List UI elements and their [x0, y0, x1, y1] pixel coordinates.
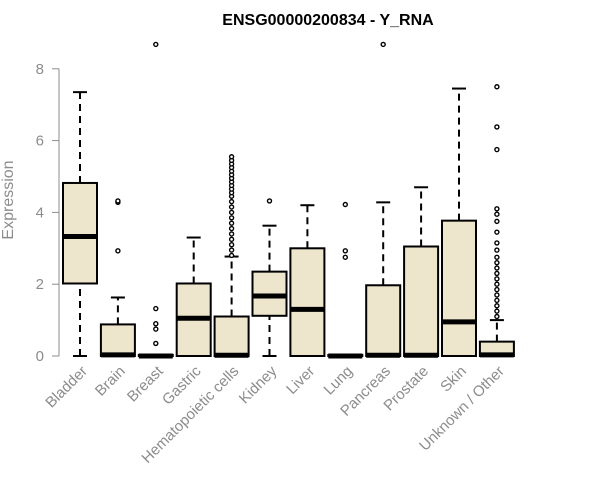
outlier-point — [153, 41, 159, 48]
outlier-point — [228, 154, 235, 160]
outlier-point — [228, 215, 235, 221]
box-7 — [327, 201, 364, 359]
box-iqr — [403, 245, 440, 358]
outlier-point — [342, 254, 348, 260]
outlier-point — [494, 240, 500, 246]
outlier-point — [494, 270, 500, 277]
outlier-point — [342, 248, 348, 254]
box-8 — [365, 41, 402, 358]
box-4 — [213, 154, 250, 358]
outlier-point — [153, 305, 159, 312]
box-iqr — [62, 181, 98, 285]
box-5 — [251, 198, 288, 357]
outlier-point — [494, 313, 500, 320]
x-tick-label: Kidney — [236, 362, 281, 407]
box-2 — [137, 41, 174, 359]
outlier-point — [494, 265, 500, 271]
outlier-point — [153, 326, 159, 332]
y-tick-label: 8 — [36, 61, 44, 78]
box-9 — [403, 186, 440, 358]
outlier-point — [494, 259, 500, 266]
outlier-point — [494, 292, 500, 298]
box-iqr — [289, 247, 326, 357]
box-1 — [99, 198, 136, 358]
outlier-point — [494, 124, 500, 130]
y-tick-label: 2 — [36, 276, 44, 293]
outlier-point — [228, 242, 235, 248]
outlier-point — [228, 209, 235, 216]
outlier-point — [494, 206, 500, 212]
box-iqr — [213, 315, 250, 358]
box-10 — [441, 87, 477, 357]
outlier-point — [494, 211, 500, 217]
outlier-point — [494, 276, 500, 282]
outlier-point — [494, 254, 500, 260]
outlier-point — [228, 252, 235, 259]
outlier-point — [115, 198, 121, 204]
outlier-point — [228, 247, 235, 253]
outlier-point — [228, 198, 235, 205]
outlier-point — [494, 286, 500, 293]
x-tick-label: Liver — [283, 363, 318, 398]
outlier-point — [153, 320, 159, 327]
y-axis-label: Expression — [0, 160, 17, 239]
box-iqr — [441, 219, 477, 357]
outlier-point — [228, 225, 235, 232]
boxes-group — [62, 41, 515, 359]
outlier-point — [494, 84, 500, 90]
y-tick-label: 0 — [36, 348, 44, 365]
outlier-point — [153, 340, 159, 347]
box-iqr — [99, 323, 136, 357]
box-6 — [289, 204, 326, 357]
outlier-point — [380, 41, 386, 48]
outlier-point — [494, 218, 500, 225]
outlier-point — [266, 198, 273, 204]
outlier-point — [228, 204, 235, 210]
x-tick-label: Bladder — [42, 363, 91, 412]
outlier-point — [494, 303, 500, 309]
outlier-point — [228, 220, 235, 226]
y-axis: 0 2 4 6 8 — [36, 61, 60, 365]
outlier-point — [228, 236, 235, 243]
chart-title: ENSG00000200834 - Y_RNA — [222, 12, 434, 29]
y-tick-label: 6 — [36, 133, 44, 150]
box-3 — [175, 236, 212, 357]
outlier-point — [494, 297, 500, 304]
y-tick-label: 4 — [36, 204, 44, 221]
outlier-point — [494, 281, 500, 287]
outlier-point — [494, 247, 500, 253]
box-11 — [478, 84, 515, 358]
outlier-point — [228, 231, 235, 237]
outlier-point — [342, 201, 348, 208]
outlier-point — [494, 308, 500, 314]
box-iqr — [365, 284, 402, 358]
x-tick-label: Skin — [437, 363, 470, 396]
box-0 — [62, 91, 98, 357]
outlier-point — [494, 146, 500, 153]
outlier-point — [115, 248, 121, 254]
outlier-point — [494, 229, 500, 235]
